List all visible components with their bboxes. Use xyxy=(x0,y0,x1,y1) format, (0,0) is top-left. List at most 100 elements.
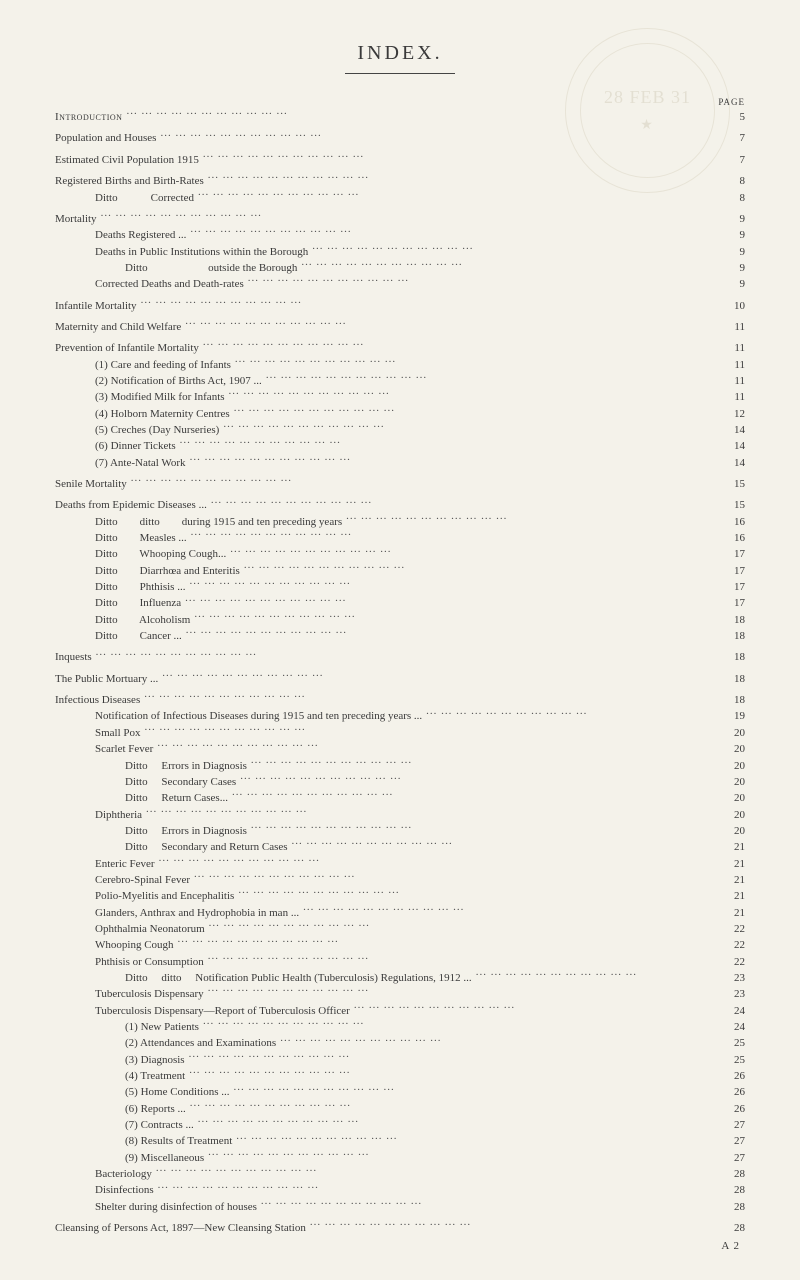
leader-dots xyxy=(240,775,719,785)
leader-dots xyxy=(194,613,719,623)
entry-label: (8) Results of Treatment xyxy=(125,1134,232,1149)
index-entry: Ditto Secondary and Return Cases21 xyxy=(55,840,745,855)
leader-dots xyxy=(208,987,719,997)
leader-dots xyxy=(159,857,719,867)
leader-dots xyxy=(261,1200,719,1210)
index-entry: Ditto Errors in Diagnosis20 xyxy=(55,824,745,839)
entry-label: (3) Diagnosis xyxy=(125,1053,185,1068)
page-title: INDEX. xyxy=(55,40,745,67)
index-entry: Infectious Diseases18 xyxy=(55,693,745,708)
leader-dots xyxy=(251,759,719,769)
index-entry: (7) Ante-Natal Work14 xyxy=(55,456,745,471)
index-entry: Prevention of Infantile Mortality11 xyxy=(55,341,745,356)
leader-dots xyxy=(223,423,719,433)
index-entry: Ditto Whooping Cough...17 xyxy=(55,547,745,562)
entry-label: Ditto ditto during 1915 and ten precedin… xyxy=(95,515,342,530)
index-entry: (3) Diagnosis 25 xyxy=(55,1053,745,1068)
index-entry: Phthisis or Consumption22 xyxy=(55,955,745,970)
entry-page: 9 xyxy=(723,245,745,260)
entry-page: 25 xyxy=(723,1053,745,1068)
entry-page: 26 xyxy=(723,1085,745,1100)
entry-label: Ditto Corrected xyxy=(95,191,194,206)
entry-label: Deaths in Public Institutions within the… xyxy=(95,245,308,260)
entry-page: 5 xyxy=(723,110,745,125)
entry-label: Small Pox xyxy=(95,726,141,741)
leader-dots xyxy=(292,840,719,850)
leader-dots xyxy=(145,726,719,736)
entry-label: (5) Home Conditions ... xyxy=(125,1085,230,1100)
index-entry: (9) Miscellaneous27 xyxy=(55,1151,745,1166)
index-entry: Population and Houses 7 xyxy=(55,131,745,146)
entry-label: Diphtheria xyxy=(95,808,142,823)
index-entry: Cerebro-Spinal Fever21 xyxy=(55,873,745,888)
entry-page: 11 xyxy=(723,374,745,389)
leader-dots xyxy=(178,938,719,948)
entry-label: Inquests xyxy=(55,650,92,665)
leader-dots xyxy=(301,261,719,271)
entry-page: 25 xyxy=(723,1036,745,1051)
entry-label: (2) Notification of Births Act, 1907 ... xyxy=(95,374,262,389)
index-entry: Ditto Corrected8 xyxy=(55,191,745,206)
signature-mark: A 2 xyxy=(721,1239,740,1254)
entry-page: 28 xyxy=(723,1221,745,1236)
entry-page: 26 xyxy=(723,1069,745,1084)
entry-label: Maternity and Child Welfare xyxy=(55,320,181,335)
entry-label: Population and Houses xyxy=(55,131,156,146)
entry-label: Mortality xyxy=(55,212,97,227)
entry-page: 7 xyxy=(723,131,745,146)
entry-label: Enteric Fever xyxy=(95,857,155,872)
index-entry: Ditto ditto Notification Public Health (… xyxy=(55,971,745,986)
index-entry: Scarlet Fever20 xyxy=(55,742,745,757)
index-entry: Inquests18 xyxy=(55,650,745,665)
entry-label: Tuberculosis Dispensary xyxy=(95,987,204,1002)
leader-dots xyxy=(236,1134,719,1144)
index-entry: Tuberculosis Dispensary—Report of Tuberc… xyxy=(55,1004,745,1019)
entry-page: 21 xyxy=(723,857,745,872)
index-entry: Tuberculosis Dispensary23 xyxy=(55,987,745,1002)
entry-page: 28 xyxy=(723,1183,745,1198)
entry-label: Infantile Mortality xyxy=(55,299,137,314)
index-entry: Registered Births and Birth-Rates8 xyxy=(55,174,745,189)
entry-label: Ophthalmia Neonatorum xyxy=(95,922,205,937)
entry-label: Ditto Alcoholism xyxy=(95,613,190,628)
index-entry: Ditto Return Cases...20 xyxy=(55,791,745,806)
index-entry: Deaths Registered ...9 xyxy=(55,228,745,243)
entry-label: (1) New Patients xyxy=(125,1020,199,1035)
entry-label: Corrected Deaths and Death-rates xyxy=(95,277,244,292)
index-entry: Enteric Fever 21 xyxy=(55,857,745,872)
index-entry: Ditto Diarrhœa and Enteritis17 xyxy=(55,564,745,579)
index-entry: Polio-Myelitis and Encephalitis21 xyxy=(55,889,745,904)
leader-dots xyxy=(101,212,719,222)
entry-label: Ditto Diarrhœa and Enteritis xyxy=(95,564,240,579)
entry-label: (7) Ante-Natal Work xyxy=(95,456,186,471)
entry-page: 18 xyxy=(723,672,745,687)
index-entry: Deaths in Public Institutions within the… xyxy=(55,245,745,260)
entry-page: 11 xyxy=(723,358,745,373)
leader-dots xyxy=(186,629,719,639)
entry-label: Tuberculosis Dispensary—Report of Tuberc… xyxy=(95,1004,350,1019)
entry-label: Estimated Civil Population 1915 xyxy=(55,153,199,168)
entry-page: 8 xyxy=(723,174,745,189)
entry-page: 16 xyxy=(723,531,745,546)
leader-dots xyxy=(426,709,719,719)
leader-dots xyxy=(235,358,719,368)
leader-dots xyxy=(144,693,719,703)
leader-dots xyxy=(230,547,719,557)
index-entry: Ditto Influenza17 xyxy=(55,596,745,611)
entry-label: Ditto Phthisis ... xyxy=(95,580,185,595)
index-entry: Senile Mortality15 xyxy=(55,477,745,492)
entry-page: 9 xyxy=(723,228,745,243)
entry-page: 21 xyxy=(723,873,745,888)
index-entry: Introduction5 xyxy=(55,110,745,125)
entry-page: 17 xyxy=(723,596,745,611)
entry-label: Senile Mortality xyxy=(55,477,127,492)
index-entry: Small Pox20 xyxy=(55,726,745,741)
leader-dots xyxy=(248,277,719,287)
leader-dots xyxy=(126,110,719,120)
entry-label: Ditto Cancer ... xyxy=(95,629,182,644)
entry-page: 17 xyxy=(723,547,745,562)
index-entry: Ditto outside the Borough9 xyxy=(55,261,745,276)
leader-dots xyxy=(146,808,719,818)
index-entry: Infantile Mortality10 xyxy=(55,299,745,314)
entry-label: Shelter during disinfection of houses xyxy=(95,1200,257,1215)
